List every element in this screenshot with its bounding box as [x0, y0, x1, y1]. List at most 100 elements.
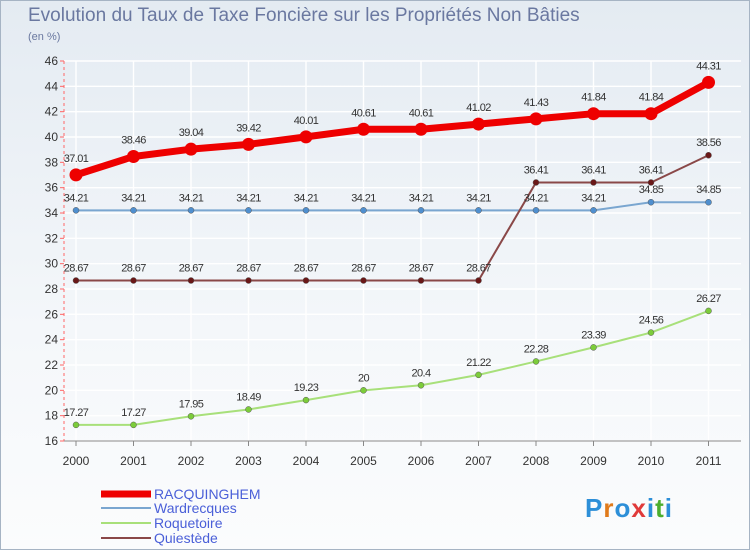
data-label: 20.4: [411, 367, 430, 379]
data-point: [72, 207, 80, 214]
data-point: [187, 277, 195, 284]
data-point: [130, 207, 137, 214]
y-tick-label: 18: [45, 409, 59, 423]
data-point: [187, 413, 195, 420]
data-point: [705, 307, 712, 315]
data-label: 37.01: [64, 153, 89, 165]
data-label: 40.01: [294, 115, 319, 127]
data-label: 28.67: [466, 263, 491, 275]
data-point: [302, 396, 310, 404]
legend-label-wardrecques: Wardrecques: [154, 500, 237, 516]
data-point: [644, 107, 658, 121]
data-label: 34.21: [409, 192, 434, 204]
logo-letter: x: [631, 493, 647, 523]
x-tick-label: 2003: [235, 454, 262, 468]
data-label: 26.27: [696, 293, 721, 305]
legend-label-roquetoire: Roquetoire: [154, 515, 223, 531]
data-label: 44.31: [696, 60, 721, 72]
data-label: 18.49: [236, 391, 261, 403]
data-label: 20: [358, 372, 370, 384]
y-tick-label: 34: [45, 206, 59, 220]
data-label: 28.67: [409, 263, 434, 275]
x-tick-label: 2001: [120, 454, 147, 468]
data-label: 34.21: [236, 192, 261, 204]
data-point: [590, 207, 597, 214]
data-point: [532, 207, 540, 214]
y-tick-label: 24: [45, 333, 59, 347]
data-label: 34.21: [64, 192, 89, 204]
x-tick-label: 2005: [350, 454, 377, 468]
data-label: 34.21: [581, 192, 606, 204]
y-tick-label: 28: [45, 282, 59, 296]
data-label: 41.84: [639, 92, 664, 104]
data-point: [417, 207, 425, 214]
data-point: [72, 421, 80, 429]
x-tick-label: 2000: [63, 454, 90, 468]
data-point: [187, 207, 195, 214]
data-label: 23.39: [581, 329, 606, 341]
data-point: [245, 406, 252, 413]
data-point: [647, 329, 655, 336]
data-point: [475, 371, 482, 379]
y-tick-label: 20: [45, 383, 59, 397]
series-line-quiestède: [75, 154, 710, 282]
data-label: 36.41: [581, 164, 606, 176]
data-label: 34.21: [466, 192, 491, 204]
y-tick-label: 38: [45, 155, 59, 169]
data-label: 34.21: [121, 192, 146, 204]
data-point: [702, 75, 715, 89]
data-point: [475, 277, 482, 284]
data-point: [299, 130, 313, 144]
data-point: [357, 122, 370, 136]
data-label: 34.21: [351, 192, 376, 204]
data-label: 17.95: [179, 398, 204, 410]
y-tick-label: 32: [45, 231, 59, 245]
data-point: [360, 207, 367, 214]
x-tick-label: 2008: [523, 454, 550, 468]
data-point: [417, 277, 425, 284]
data-label: 24.56: [639, 315, 664, 327]
data-label: 39.04: [179, 127, 204, 139]
data-label: 36.41: [524, 164, 549, 176]
data-label: 22.28: [524, 343, 549, 355]
data-label: 17.27: [64, 407, 89, 419]
y-tick-label: 40: [45, 130, 59, 144]
logo-letter: r: [603, 493, 615, 523]
x-tick-label: 2004: [293, 454, 320, 468]
data-label: 40.61: [409, 107, 434, 119]
data-label: 28.67: [236, 263, 261, 275]
chart-title: Evolution du Taux de Taxe Foncière sur l…: [28, 5, 580, 26]
data-point: [414, 122, 428, 136]
data-point: [130, 421, 137, 429]
data-label: 38.46: [121, 135, 146, 147]
proxiti-logo: Proxiti: [585, 493, 673, 524]
x-tick-label: 2009: [580, 454, 607, 468]
data-point: [590, 344, 597, 351]
y-tick-label: 30: [45, 257, 59, 271]
y-tick-label: 42: [45, 105, 59, 119]
data-label: 41.84: [581, 92, 606, 104]
data-point: [705, 151, 712, 159]
y-tick-label: 46: [45, 54, 59, 68]
logo-letter: t: [655, 493, 665, 523]
data-point: [302, 207, 310, 214]
y-tick-label: 36: [45, 181, 59, 195]
data-point: [647, 198, 655, 206]
data-point: [130, 277, 137, 284]
data-label: 34.21: [524, 192, 549, 204]
data-point: [360, 387, 367, 394]
logo-letter: P: [585, 493, 604, 523]
legend-label-racquinghem: RACQUINGHEM: [154, 486, 261, 502]
y-tick-label: 22: [45, 358, 59, 372]
data-label: 28.67: [179, 263, 204, 275]
x-tick-label: 2006: [408, 454, 435, 468]
y-tick-label: 26: [45, 307, 59, 321]
data-point: [532, 358, 540, 365]
series-line-wardrecques: [75, 201, 710, 212]
data-label: 41.02: [466, 102, 491, 114]
data-point: [705, 198, 712, 206]
data-point: [529, 112, 543, 126]
data-label: 34.85: [639, 184, 664, 196]
